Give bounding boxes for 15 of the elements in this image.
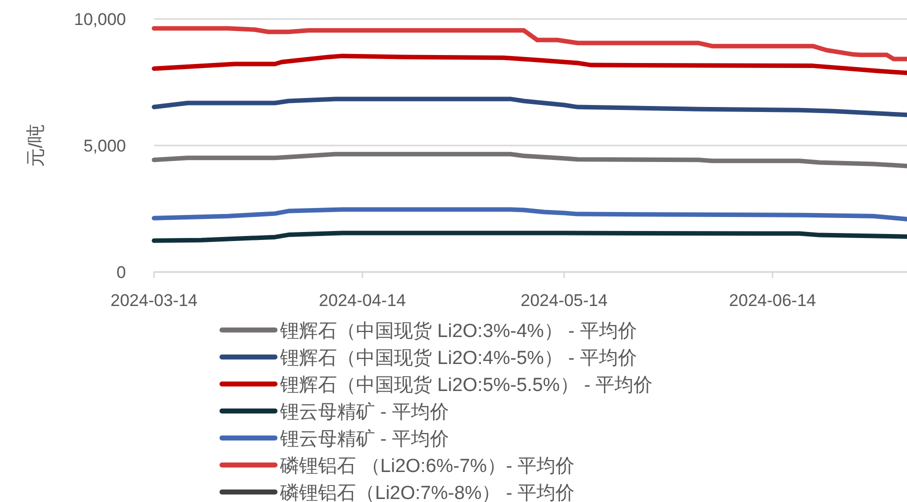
y-tick-label: 5,000: [83, 136, 126, 156]
y-axis-title: 元/吨: [26, 124, 47, 168]
x-tick-label: 2024-04-14: [318, 291, 406, 310]
legend-label: 锂辉石（中国现货 Li2O:3%-4%） - 平均价: [279, 321, 637, 342]
x-tick-label: 2024-06-14: [729, 291, 816, 310]
legend-label: 锂辉石（中国现货 Li2O:4%-5%） - 平均价: [279, 348, 637, 369]
legend-label: 锂云母精矿 - 平均价: [279, 401, 449, 423]
y-tick-label: 0: [116, 263, 126, 282]
legend-label: 锂云母精矿 - 平均价: [279, 428, 449, 450]
legend-label: 磷锂铝石（Li2O:7%-8%） - 平均价: [279, 483, 575, 502]
legend-label: 磷锂铝石 （Li2O:6%-7%）- 平均价: [279, 456, 575, 477]
x-tick-label: 2024-03-14: [110, 291, 198, 310]
y-tick-label: 10,000: [74, 10, 126, 29]
legend-label: 锂辉石（中国现货 Li2O:5%-5.5%） - 平均价: [279, 375, 653, 396]
x-tick-label: 2024-05-14: [520, 291, 608, 310]
